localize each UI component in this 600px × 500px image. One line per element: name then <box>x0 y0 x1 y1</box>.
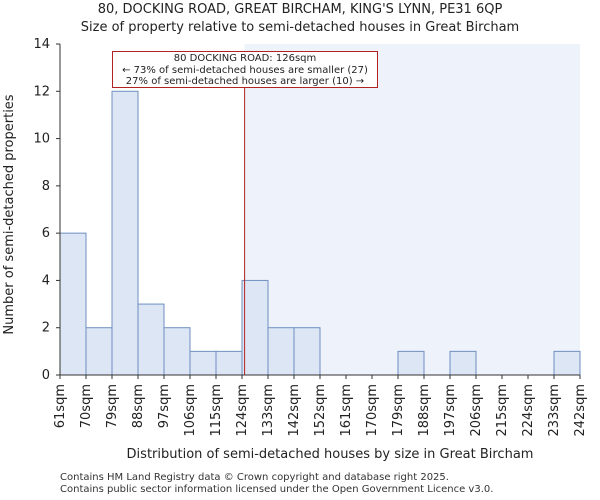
histogram-bar <box>267 327 295 376</box>
y-tick-label: 4 <box>42 273 50 288</box>
histogram-bar <box>553 350 581 376</box>
histogram-bar <box>137 303 165 376</box>
y-tick-label: 2 <box>42 321 50 336</box>
annotation-line1: 80 DOCKING ROAD: 126sqm <box>173 53 317 64</box>
histogram-bar <box>293 327 321 376</box>
chart-title-line2: Size of property relative to semi-detach… <box>80 20 520 35</box>
x-tick-label: 215sqm <box>495 384 510 437</box>
x-tick-label: 206sqm <box>469 384 484 437</box>
x-tick-label: 133sqm <box>261 384 276 437</box>
annotation-line3: 27% of semi-detached houses are larger (… <box>125 76 365 87</box>
y-tick-label: 14 <box>33 37 50 52</box>
x-tick-label: 197sqm <box>443 384 458 437</box>
y-axis-label: Number of semi-detached properties <box>2 94 17 334</box>
x-tick-label: 79sqm <box>105 384 120 428</box>
x-tick-label: 115sqm <box>209 384 224 437</box>
x-tick-label: 88sqm <box>131 384 146 428</box>
annotation-line2: ← 73% of semi-detached houses are smalle… <box>122 64 368 76</box>
footer-line2: Contains public sector information licen… <box>60 484 494 495</box>
property-annotation-box: 80 DOCKING ROAD: 126sqm ← 73% of semi-de… <box>112 51 378 88</box>
histogram-chart: 0 2 4 6 8 10 12 14 61sqm 70sqm 79sqm 88sqm 97sqm 106s… <box>2 37 588 462</box>
y-tick-label: 12 <box>33 84 50 99</box>
histogram-bar <box>215 350 243 376</box>
histogram-bar <box>189 350 217 376</box>
y-tick-label: 6 <box>42 226 50 241</box>
larger-region-shade <box>244 44 580 375</box>
x-tick-label: 70sqm <box>79 384 94 428</box>
x-axis-label: Distribution of semi-detached houses by … <box>127 447 534 462</box>
y-tick-label: 0 <box>42 368 50 383</box>
histogram-bar <box>449 350 477 376</box>
histogram-bar <box>85 327 113 376</box>
x-tick-label: 170sqm <box>365 384 380 437</box>
histogram-bar <box>241 279 269 376</box>
histogram-bar <box>397 350 425 376</box>
x-tick-label: 61sqm <box>53 384 68 428</box>
x-tick-label: 242sqm <box>573 384 588 437</box>
x-tick-label: 124sqm <box>235 384 250 437</box>
histogram-bar <box>59 232 87 376</box>
footer-line1: Contains HM Land Registry data © Crown c… <box>60 472 449 483</box>
histogram-bar <box>111 90 139 376</box>
histogram-bar <box>163 327 191 376</box>
y-tick-label: 8 <box>42 179 50 194</box>
x-tick-label: 233sqm <box>547 384 562 437</box>
chart-title-line1: 80, DOCKING ROAD, GREAT BIRCHAM, KING'S … <box>97 2 503 17</box>
x-tick-label: 224sqm <box>521 384 536 437</box>
x-tick-label: 179sqm <box>391 384 406 437</box>
x-tick-label: 152sqm <box>313 384 328 437</box>
x-tick-label: 161sqm <box>339 384 354 437</box>
x-tick-label: 188sqm <box>417 384 432 437</box>
y-tick-label: 10 <box>33 132 50 147</box>
x-tick-label: 106sqm <box>183 384 198 437</box>
x-tick-label: 97sqm <box>157 384 172 428</box>
x-tick-label: 142sqm <box>287 384 302 437</box>
